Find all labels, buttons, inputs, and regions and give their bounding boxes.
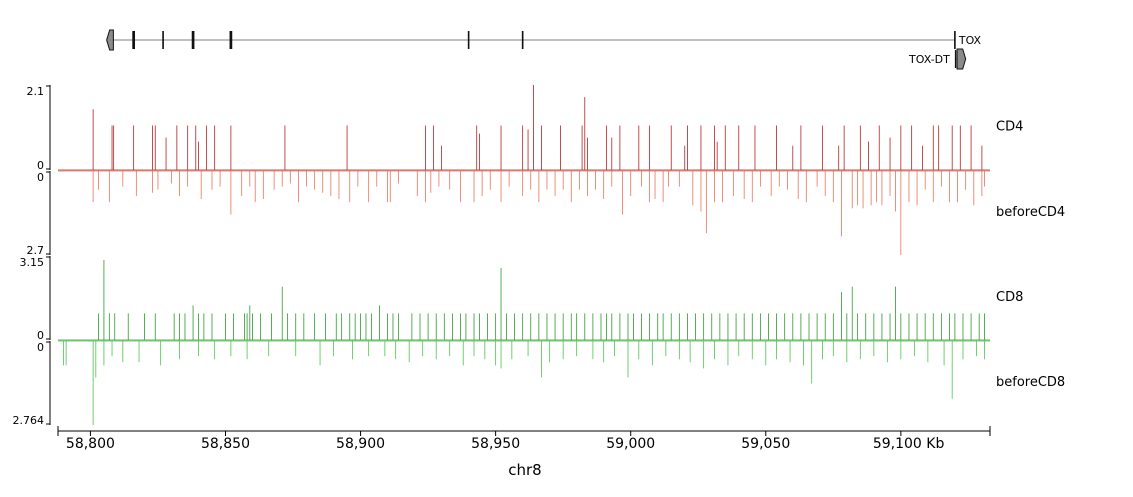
- gene-label: TOX-DT: [908, 53, 950, 66]
- x-tick-label: 59,100 Kb: [873, 436, 945, 452]
- track-label: beforeCD8: [996, 375, 1065, 390]
- x-tick-label: 59,050: [741, 436, 790, 452]
- track-label: beforeCD4: [996, 205, 1065, 220]
- y-tick-label: 2.7: [27, 244, 45, 257]
- x-tick-label: 58,800: [66, 436, 115, 452]
- track-cd8: 3.15 0 CD8: [20, 256, 1023, 342]
- y-tick-label: 2.1: [27, 85, 45, 98]
- x-tick-label: 59,000: [606, 436, 655, 452]
- x-tick-label: 58,950: [471, 436, 520, 452]
- exon: [467, 31, 470, 49]
- exon-terminal: [106, 29, 114, 51]
- exon: [954, 50, 957, 68]
- exon-terminal: [956, 48, 967, 70]
- exon: [132, 31, 135, 49]
- track-beforecd8: 0 2.764 beforeCD8: [13, 340, 1065, 427]
- gene-annotation-track: TOX TOX-DT: [106, 29, 982, 70]
- exon: [954, 31, 956, 49]
- y-tick-label: 0: [37, 341, 44, 354]
- x-axis: 58,800 58,850 58,900 58,950 59,000 59,050 59,1…: [57, 426, 991, 479]
- gene-tox: TOX: [106, 29, 982, 51]
- track-cd4: 2.1 0 CD4: [27, 85, 1023, 172]
- gene-label: TOX: [958, 34, 982, 47]
- track-beforecd4: 0 2.7 beforeCD4: [27, 170, 1065, 257]
- track-label: CD4: [996, 120, 1023, 135]
- exon: [521, 31, 524, 49]
- x-axis-title: chr8: [508, 461, 541, 479]
- gene-tox-dt: TOX-DT: [908, 48, 967, 70]
- y-tick-label: 0: [37, 159, 44, 172]
- y-tick-label: 3.15: [20, 256, 45, 269]
- y-tick-label: 0: [37, 329, 44, 342]
- x-tick-label: 58,900: [336, 436, 385, 452]
- exon: [191, 31, 195, 49]
- exon: [229, 31, 233, 49]
- x-tick-label: 58,850: [201, 436, 250, 452]
- track-label: CD8: [996, 290, 1023, 305]
- y-tick-label: 0: [37, 171, 44, 184]
- y-tick-label: 2.764: [13, 414, 45, 427]
- exon: [162, 31, 164, 49]
- signal-tracks: 2.1 0 CD4 0 2.7 beforeCD4 3.15 0 CD8 0 2.764 before…: [13, 85, 1065, 427]
